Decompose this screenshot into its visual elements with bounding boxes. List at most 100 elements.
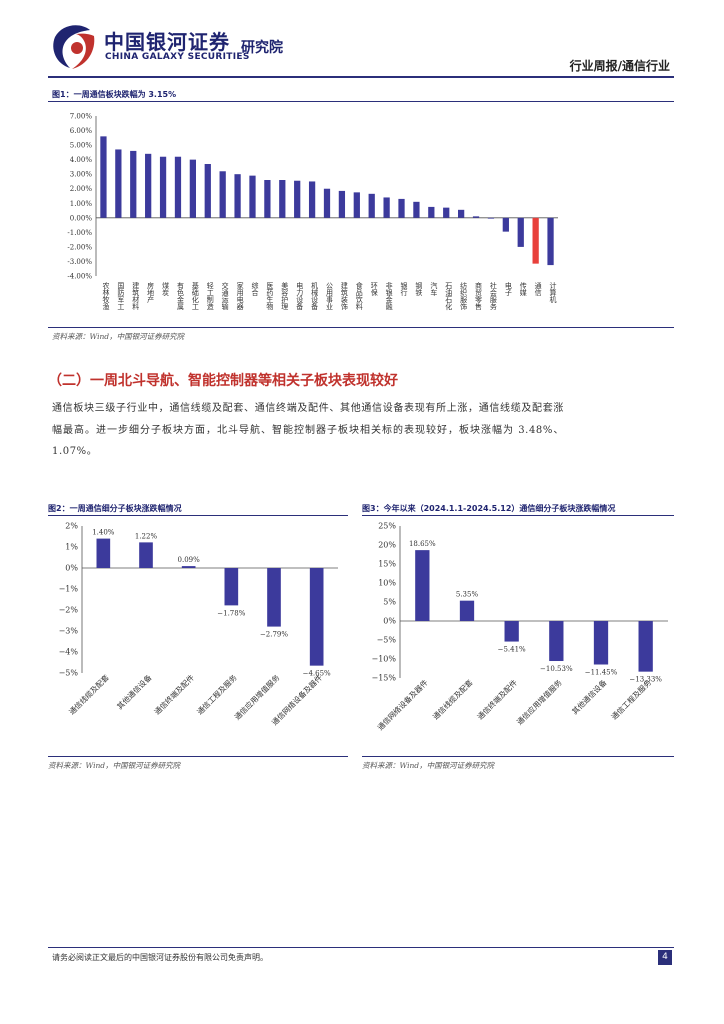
figure-1-title: 图1：一周通信板块跌幅为 3.15% bbox=[52, 90, 177, 99]
y-tick-label: −15% bbox=[372, 674, 397, 683]
figure-3-bottom-rule bbox=[362, 756, 674, 757]
bar bbox=[264, 180, 271, 218]
x-tick-label: 通信终端及配件 bbox=[475, 677, 520, 722]
footer-disclaimer: 请务必阅读正文最后的中国银河证券股份有限公司免责声明。 bbox=[52, 953, 268, 962]
bar bbox=[593, 621, 609, 665]
bar bbox=[472, 216, 480, 218]
bar bbox=[279, 180, 286, 218]
x-tick-label: 建筑装饰 bbox=[340, 281, 348, 311]
x-tick-label: 银行 bbox=[400, 281, 408, 297]
bar bbox=[115, 149, 122, 218]
y-tick-label: 0.00% bbox=[70, 214, 93, 222]
y-tick-label: 25% bbox=[378, 522, 396, 531]
figure-1-top-rule bbox=[48, 101, 674, 102]
y-tick-label: 2% bbox=[65, 522, 78, 531]
bar bbox=[308, 181, 316, 218]
logo-text-en: CHINA GALAXY SECURITIES bbox=[105, 52, 250, 62]
x-tick-label: 国防军工 bbox=[117, 282, 125, 310]
data-label: 1.22% bbox=[135, 532, 158, 540]
x-tick-label: 非银金融 bbox=[385, 281, 393, 311]
bar bbox=[159, 156, 167, 218]
y-tick-label: −10% bbox=[372, 655, 397, 664]
x-tick-label: 汽车 bbox=[430, 281, 438, 297]
x-tick-label: 煤炭 bbox=[162, 281, 170, 297]
x-tick-label: 通信网络设备及器件 bbox=[375, 677, 430, 732]
figure-1-chart: 7.00% 6.00% 5.00% 4.00% 3.00% 2.00% 1.00% 0.00%… bbox=[67, 113, 558, 311]
data-label: −4.65% bbox=[303, 670, 331, 678]
logo-text-cn: 中国银河证券 bbox=[104, 30, 230, 54]
y-tick-label: 0% bbox=[65, 564, 78, 573]
bar bbox=[219, 171, 226, 218]
bar bbox=[502, 217, 509, 232]
bar bbox=[139, 542, 153, 568]
figure-3-source: 资料来源：Wind，中国银河证券研究院 bbox=[362, 761, 495, 770]
bar bbox=[457, 209, 465, 218]
y-tick-label: 20% bbox=[378, 541, 396, 550]
footer-divider bbox=[48, 947, 674, 948]
figure-3-title: 图3：今年以来（2024.1.1-2024.5.12）通信细分子板块涨跌幅情况 bbox=[362, 504, 616, 513]
data-label: 5.35% bbox=[456, 591, 479, 599]
bar bbox=[517, 217, 524, 247]
y-tick-label: −1% bbox=[59, 585, 79, 594]
bar bbox=[309, 568, 324, 666]
x-tick-label: 通信终端及配件 bbox=[152, 672, 197, 717]
bar bbox=[415, 550, 430, 621]
y-tick-label: −2% bbox=[59, 606, 79, 615]
figure-3-top-rule bbox=[362, 515, 674, 516]
bar bbox=[638, 621, 653, 672]
x-tick-label: 通信工程及服务 bbox=[195, 672, 240, 717]
bar bbox=[224, 568, 239, 606]
data-label: −11.45% bbox=[585, 669, 618, 677]
data-label: −1.78% bbox=[217, 609, 245, 617]
y-tick-label: 1.00% bbox=[70, 200, 93, 208]
y-tick-label: -4.00% bbox=[67, 273, 92, 281]
y-tick-label: 5.00% bbox=[70, 142, 93, 150]
y-tick-label: −4% bbox=[59, 648, 79, 657]
data-label: −5.41% bbox=[498, 646, 526, 654]
y-tick-label: 0% bbox=[383, 617, 396, 626]
bar bbox=[368, 193, 375, 218]
x-tick-label: 商贸零售 bbox=[475, 281, 483, 311]
x-tick-label: 机械设备 bbox=[311, 281, 319, 311]
bar bbox=[204, 164, 211, 218]
y-tick-label: 7.00% bbox=[70, 113, 93, 121]
data-label: −2.79% bbox=[260, 631, 288, 639]
logo-icon bbox=[53, 25, 95, 69]
section-body: 通信板块三级子行业中，通信线缆及配套、通信终端及配件、其他通信设备表现有所上涨，… bbox=[52, 403, 564, 457]
x-tick-label: 美容护理 bbox=[281, 281, 289, 310]
bar bbox=[189, 159, 197, 218]
figure-2-chart: 2% 1% 0% −1% −2% −3% −4% −5% 1.40% 通信线缆及配套 1.22% 其他… bbox=[59, 522, 338, 727]
bar bbox=[100, 136, 107, 218]
figure-2-top-rule bbox=[48, 515, 348, 516]
bar bbox=[267, 568, 281, 627]
figure-2-bottom-rule bbox=[48, 756, 348, 757]
bar bbox=[294, 180, 301, 218]
y-tick-label: 2.00% bbox=[70, 185, 93, 193]
bar bbox=[413, 201, 420, 218]
x-tick-label: 建筑材料 bbox=[132, 281, 140, 311]
section-title: （二）一周北斗导航、智能控制器等相关子板块表现较好 bbox=[48, 373, 398, 389]
data-label: 18.65% bbox=[409, 540, 436, 548]
x-tick-label: 电子 bbox=[504, 281, 512, 296]
data-label: 1.40% bbox=[92, 529, 115, 537]
y-tick-label: 15% bbox=[378, 560, 396, 569]
bar bbox=[459, 600, 475, 621]
x-tick-label: 石油石化 bbox=[445, 282, 453, 311]
x-tick-label: 环保 bbox=[370, 282, 378, 297]
x-tick-label: 社会服务 bbox=[489, 281, 497, 311]
bar bbox=[428, 206, 435, 218]
y-tick-label: 1% bbox=[65, 543, 78, 552]
x-tick-label: 房地产 bbox=[147, 281, 155, 304]
report-type: 行业周报/通信行业 bbox=[569, 59, 670, 73]
bar bbox=[181, 566, 196, 568]
data-label: −10.53% bbox=[540, 665, 573, 673]
bar bbox=[174, 156, 182, 218]
x-tick-label: 医药生物 bbox=[266, 282, 274, 311]
figure-2-title: 图2：一周通信细分子板块涨跌幅情况 bbox=[48, 504, 182, 513]
x-tick-label: 计算机 bbox=[549, 281, 557, 304]
institute-name: 研究院 bbox=[241, 40, 283, 56]
y-tick-label: −5% bbox=[59, 669, 79, 678]
y-tick-label: -1.00% bbox=[67, 229, 92, 237]
bar bbox=[383, 197, 390, 218]
bar bbox=[443, 207, 450, 218]
